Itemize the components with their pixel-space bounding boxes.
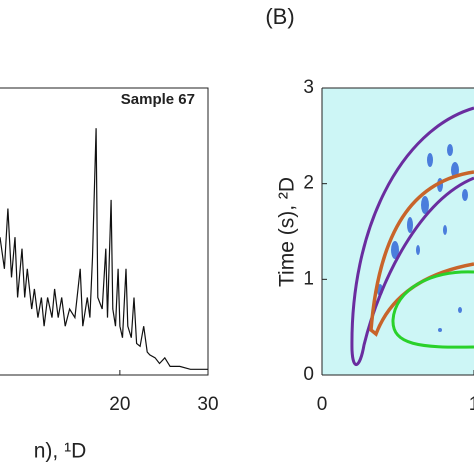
spot xyxy=(391,241,399,259)
spot xyxy=(438,328,442,332)
spot xyxy=(447,144,453,156)
spot xyxy=(462,189,468,201)
panel-label: (B) xyxy=(265,4,294,29)
y-tick-label: 2 xyxy=(303,173,314,194)
x-axis-label: n), ¹D xyxy=(34,440,87,463)
spot xyxy=(458,307,462,313)
y-tick-label: 0 xyxy=(303,364,314,385)
y-axis-label: Time (s), ²D xyxy=(276,177,299,287)
x-tick-label: 20 xyxy=(109,394,130,415)
spot xyxy=(421,196,429,214)
x-tick-label: 1 xyxy=(469,394,474,415)
spot xyxy=(407,217,413,233)
contour-inner xyxy=(391,270,474,349)
x-tick-label: 30 xyxy=(197,394,218,415)
plot-frame xyxy=(0,87,209,376)
contour-outer xyxy=(350,106,474,366)
y-tick-label: 1 xyxy=(303,268,314,289)
spot xyxy=(416,245,420,255)
signal-line xyxy=(0,128,208,370)
plot-background xyxy=(322,88,474,375)
chart-title: Sample 67 xyxy=(121,91,195,108)
spot xyxy=(443,225,447,235)
y-tick-label: 3 xyxy=(303,77,314,98)
x-tick-label: 0 xyxy=(317,394,328,415)
spot xyxy=(427,153,433,167)
